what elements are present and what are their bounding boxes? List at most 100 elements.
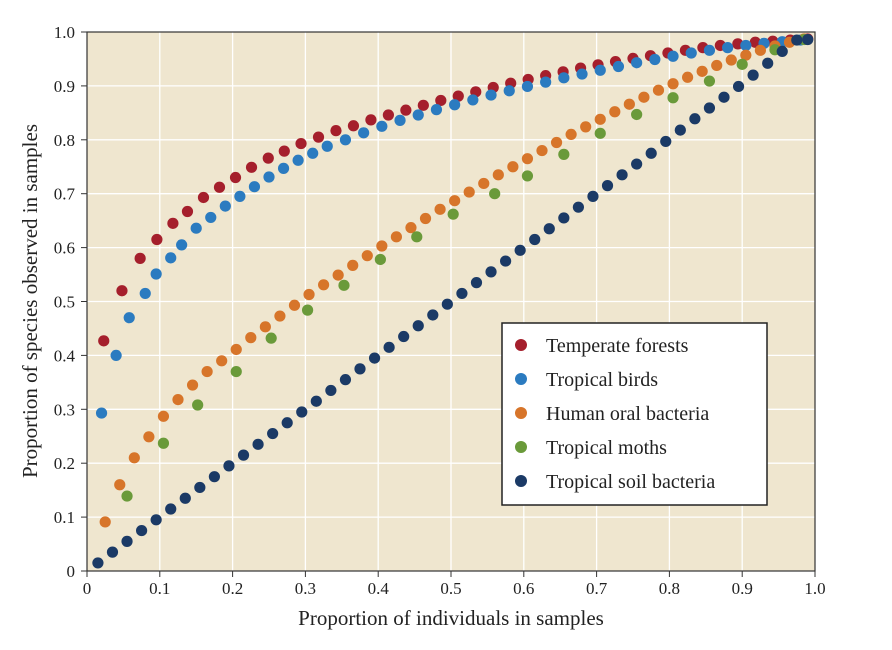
data-point — [205, 211, 217, 224]
data-point — [740, 39, 752, 52]
data-point — [368, 352, 381, 364]
legend-marker — [515, 407, 527, 419]
data-point — [478, 177, 490, 190]
data-point — [696, 65, 708, 77]
data-point — [400, 104, 412, 116]
data-point — [325, 384, 337, 397]
data-point — [116, 285, 128, 297]
data-point — [281, 417, 293, 429]
data-point — [121, 490, 133, 502]
data-point — [558, 72, 570, 84]
data-point — [134, 252, 146, 264]
data-point — [412, 109, 424, 121]
data-point — [167, 217, 179, 229]
data-point — [354, 363, 366, 375]
data-point — [463, 186, 475, 198]
data-point — [390, 231, 402, 243]
data-point — [197, 191, 210, 204]
data-point — [417, 99, 429, 111]
data-point — [150, 514, 162, 526]
data-point — [667, 92, 679, 104]
series-tropical-soil-bacteria — [92, 33, 814, 569]
data-point — [277, 162, 290, 174]
data-point — [540, 76, 552, 88]
data-point — [339, 134, 352, 146]
data-point — [732, 80, 745, 93]
data-point — [411, 231, 423, 243]
series-human-oral-bacteria — [99, 33, 810, 528]
data-point — [330, 125, 342, 137]
data-point — [441, 298, 453, 310]
data-point — [383, 341, 395, 353]
data-point — [321, 140, 333, 152]
data-point — [740, 49, 752, 61]
y-tick-label: 0.1 — [54, 508, 75, 527]
data-point — [492, 169, 504, 181]
data-point — [405, 222, 417, 234]
data-point — [301, 304, 314, 316]
data-point — [754, 44, 767, 56]
data-point — [98, 335, 110, 347]
data-point — [649, 53, 661, 66]
data-point — [507, 161, 519, 173]
x-axis-ticks: 0 0.1 0.2 0.3 0.4 0.5 0.6 0.7 0.8 0.9 1.0 — [83, 571, 826, 598]
data-point — [594, 127, 606, 139]
data-point — [143, 431, 155, 443]
data-point — [245, 332, 257, 344]
data-point — [631, 158, 643, 170]
data-point — [128, 452, 140, 464]
data-point — [722, 42, 734, 54]
legend-marker — [515, 441, 527, 453]
data-point — [288, 299, 301, 311]
data-point — [274, 310, 286, 322]
data-point — [503, 85, 515, 97]
data-point — [572, 201, 585, 213]
data-point — [652, 84, 665, 96]
data-point — [361, 250, 373, 262]
data-point — [447, 208, 459, 220]
x-tick-label: 0 — [83, 579, 92, 598]
data-point — [660, 135, 672, 148]
data-point — [179, 492, 191, 504]
legend-label: Tropical soil bacteria — [546, 471, 715, 493]
y-tick-label: 0.2 — [54, 454, 75, 473]
data-point — [580, 121, 592, 133]
x-tick-label: 0.1 — [149, 579, 170, 598]
data-point — [219, 200, 231, 212]
y-tick-label: 0.6 — [54, 239, 75, 258]
data-point — [376, 240, 388, 252]
data-point — [190, 222, 202, 234]
data-point — [470, 277, 483, 289]
data-point — [749, 36, 761, 48]
y-tick-label: 0 — [67, 562, 76, 581]
data-point — [667, 50, 679, 62]
data-point — [703, 44, 716, 56]
data-point — [165, 503, 177, 515]
data-point — [674, 124, 686, 136]
y-tick-label: 0.3 — [54, 400, 75, 419]
data-point — [601, 180, 614, 192]
data-point — [558, 148, 570, 160]
data-point — [157, 410, 170, 422]
data-point — [565, 128, 577, 141]
data-point — [394, 114, 406, 126]
data-point — [427, 309, 439, 321]
data-point — [452, 90, 464, 102]
data-point — [157, 437, 170, 449]
y-tick-label: 0.9 — [54, 77, 75, 96]
data-point — [292, 154, 304, 166]
data-point — [435, 94, 447, 107]
data-point — [263, 171, 275, 183]
data-point — [612, 60, 625, 73]
data-point — [365, 114, 377, 126]
data-point — [558, 212, 570, 224]
legend-label: Temperate forests — [546, 335, 689, 357]
x-tick-label: 0.9 — [732, 579, 753, 598]
data-point — [736, 58, 748, 70]
data-point — [216, 355, 228, 367]
data-point — [295, 137, 307, 150]
y-tick-label: 1.0 — [54, 23, 75, 42]
x-tick-label: 0.3 — [295, 579, 316, 598]
x-tick-label: 0.8 — [659, 579, 680, 598]
data-point — [489, 188, 501, 200]
